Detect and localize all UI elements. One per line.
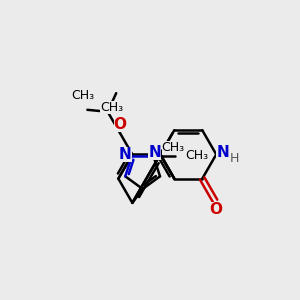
Text: N: N	[216, 146, 229, 160]
Text: O: O	[113, 117, 127, 132]
Text: N: N	[148, 146, 161, 160]
Text: H: H	[230, 152, 239, 165]
Text: O: O	[209, 202, 222, 217]
Text: CH₃: CH₃	[185, 149, 208, 162]
Text: CH₃: CH₃	[162, 141, 185, 154]
Text: N: N	[119, 147, 132, 162]
Text: CH₃: CH₃	[71, 88, 94, 102]
Text: CH₃: CH₃	[100, 101, 123, 114]
